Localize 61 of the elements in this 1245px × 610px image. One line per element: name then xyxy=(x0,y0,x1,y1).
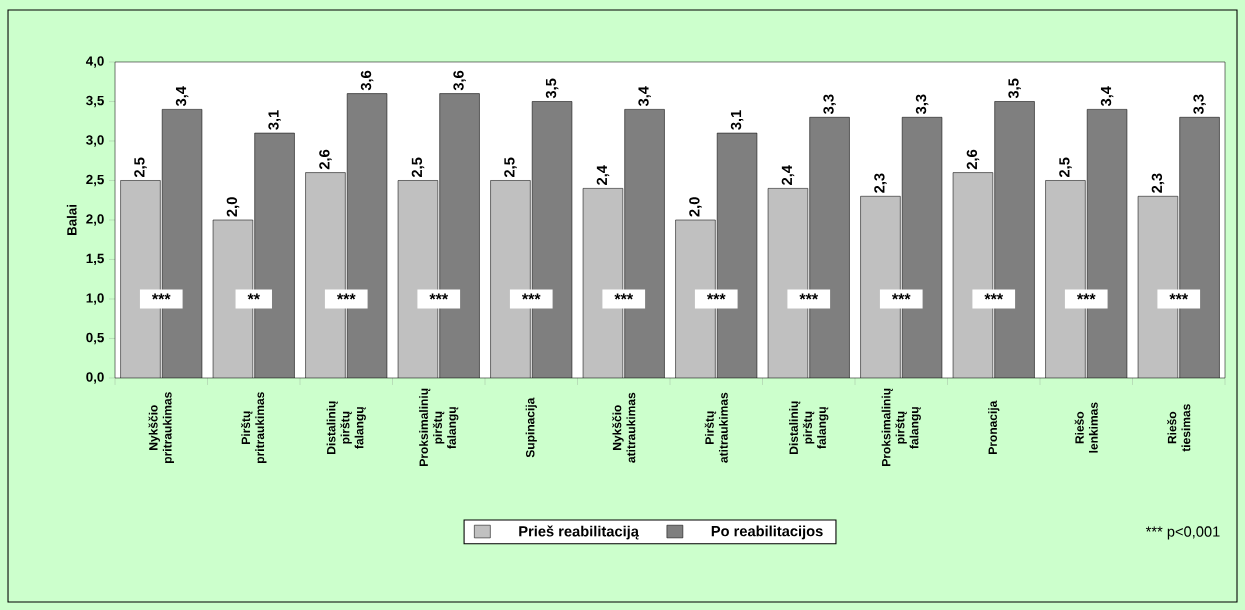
x-tick-label: Nykščio atitraukimas xyxy=(612,392,636,463)
y-tick-label: 4,0 xyxy=(85,56,104,68)
annotation: *** xyxy=(1169,293,1189,300)
y-axis-title: Balai xyxy=(66,205,77,236)
annotation: *** xyxy=(429,293,449,300)
data-label: 3,4 xyxy=(638,86,651,107)
data-label: 3,5 xyxy=(1008,78,1021,99)
annotation: *** xyxy=(984,293,1004,300)
x-tick-label: Distalinių pirštų falangų xyxy=(789,401,829,454)
legend-label: Po reabilitacijos xyxy=(711,525,823,540)
x-tick-label: Distalinių pirštų falangų xyxy=(326,401,366,454)
x-tick-label: Pronacija xyxy=(988,400,1000,454)
x-tick-label: Nykščio pritraukimas xyxy=(148,392,174,463)
y-tick-label: 0,5 xyxy=(86,332,104,345)
text: *** p<0,001 xyxy=(1145,526,1220,540)
annotation: *** xyxy=(151,293,171,300)
data-label: 3,3 xyxy=(823,94,836,115)
x-tick-label: Pirštų atitraukimas xyxy=(704,392,728,463)
annotation: *** xyxy=(799,293,819,300)
y-tick-label: 0,0 xyxy=(86,372,104,384)
annotation: *** xyxy=(336,293,356,300)
x-tick-label: Riešo lenkimas xyxy=(1074,402,1098,453)
data-label: 2,4 xyxy=(596,165,610,185)
data-label: 3,6 xyxy=(360,70,374,91)
y-tick-label: 1,5 xyxy=(86,253,104,266)
annotation: *** xyxy=(706,293,726,300)
data-label: 2,3 xyxy=(874,173,887,193)
data-label: 2,5 xyxy=(504,157,517,178)
data-label: 2,0 xyxy=(226,197,240,217)
annotation: *** xyxy=(1076,293,1096,300)
data-label: 2,5 xyxy=(411,157,425,178)
data-label: 3,1 xyxy=(268,110,281,130)
data-label: 2,6 xyxy=(319,149,332,170)
data-label: 3,1 xyxy=(730,110,744,130)
x-tick-label: Proksimalinių pirštų falangų xyxy=(881,388,921,466)
annotation: *** xyxy=(614,293,634,300)
data-label: 2,5 xyxy=(1059,157,1072,178)
data-label: 3,5 xyxy=(545,78,559,99)
annotation: *** xyxy=(891,293,911,300)
y-tick-label: 2,5 xyxy=(86,174,104,187)
legend-label: Prieš reabilitaciją xyxy=(519,525,640,540)
data-label: 3,3 xyxy=(915,94,929,115)
y-tick-label: 1,0 xyxy=(86,293,104,305)
x-tick-label: Pirštų pritraukimas xyxy=(241,392,267,463)
data-label: 2,6 xyxy=(966,149,980,170)
data-label: 2,0 xyxy=(689,197,702,217)
x-tick-label: Riešo tiesimas xyxy=(1167,404,1191,452)
x-tick-label: Supinacija xyxy=(525,397,537,458)
data-label: 2,5 xyxy=(134,157,147,178)
y-tick-label: 3,5 xyxy=(86,95,104,108)
data-label: 3,4 xyxy=(1100,86,1114,107)
y-tick-label: 2,0 xyxy=(86,214,104,226)
x-tick-label: Proksimalinių pirštų falangų xyxy=(419,388,459,466)
annotation: ** xyxy=(247,293,260,300)
y-tick-label: 3,0 xyxy=(86,135,104,147)
data-label: 2,3 xyxy=(1151,173,1165,193)
data-label: 3,6 xyxy=(453,70,466,91)
data-label: 3,3 xyxy=(1193,94,1206,115)
data-label: 3,4 xyxy=(175,86,189,107)
annotation: *** xyxy=(521,293,541,300)
data-label: 2,4 xyxy=(781,165,795,185)
